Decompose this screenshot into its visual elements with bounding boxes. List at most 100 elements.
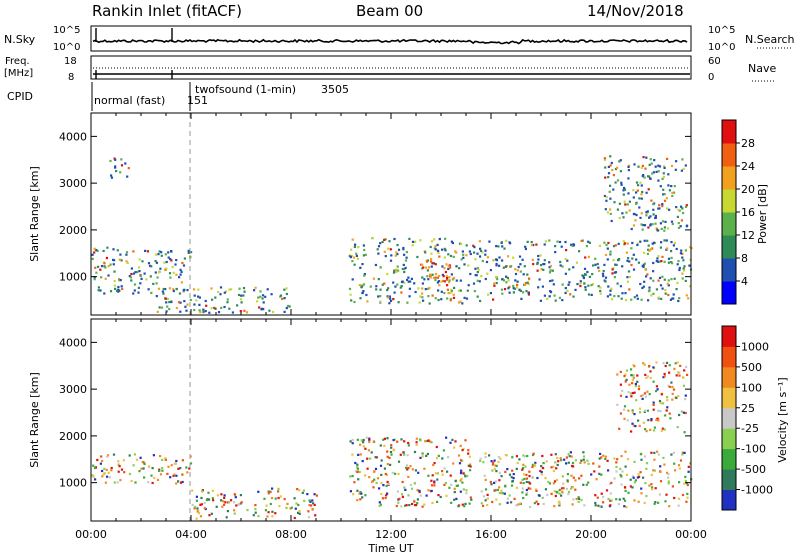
scatter-cell	[525, 473, 528, 476]
scatter-cell	[660, 297, 663, 300]
scatter-cell	[450, 273, 453, 276]
scatter-cell	[638, 424, 641, 427]
scatter-cell	[637, 419, 640, 422]
scatter-cell	[307, 510, 310, 513]
scatter-cell	[102, 473, 105, 476]
scatter-cell	[414, 469, 417, 472]
scatter-cell	[688, 264, 691, 267]
scatter-cell	[535, 488, 538, 491]
scatter-cell	[434, 245, 437, 248]
scatter-cell	[575, 261, 579, 264]
scatter-cell	[364, 474, 367, 477]
scatter-cell	[512, 291, 515, 294]
scatter-cell	[505, 239, 508, 242]
scatter-cell	[653, 469, 656, 472]
scatter-cell	[636, 374, 639, 377]
scatter-cell	[657, 207, 660, 210]
scatter-cell	[495, 264, 498, 267]
scatter-cell	[564, 272, 567, 275]
scatter-cell	[616, 166, 619, 169]
scatter-cell	[256, 300, 259, 303]
scatter-cell	[666, 157, 669, 160]
scatter-cell	[421, 276, 424, 279]
scatter-cell	[495, 470, 498, 473]
scatter-cell	[359, 266, 362, 269]
scatter-cell	[662, 175, 665, 178]
scatter-cell	[112, 453, 116, 456]
scatter-cell	[542, 268, 545, 271]
scatter-cell	[375, 481, 378, 485]
scatter-cell	[193, 288, 196, 291]
scatter-cell	[622, 216, 625, 219]
scatter-cell	[610, 161, 613, 165]
scatter-cell	[662, 193, 665, 196]
scatter-cell	[650, 473, 653, 476]
scatter-cell	[682, 267, 685, 270]
scatter-cell	[349, 475, 352, 478]
scatter-cell	[107, 471, 110, 475]
scatter-cell	[225, 516, 228, 519]
scatter-cell	[604, 457, 607, 461]
colorbar-swatch	[722, 448, 736, 470]
scatter-cell	[96, 458, 99, 462]
scatter-cell	[624, 380, 627, 383]
scatter-cell	[580, 499, 583, 502]
scatter-cell	[675, 374, 678, 377]
scatter-cell	[584, 288, 587, 291]
scatter-cell	[631, 411, 634, 414]
scatter-cell	[264, 509, 267, 512]
scatter-cell	[457, 505, 460, 508]
scatter-cell	[512, 477, 515, 480]
scatter-cell	[652, 208, 655, 211]
scatter-cell	[231, 311, 234, 314]
scatter-cell	[623, 486, 627, 489]
scatter-cell	[543, 243, 546, 246]
scatter-cell	[443, 256, 446, 259]
scatter-cell	[478, 240, 481, 243]
scatter-cell	[656, 450, 659, 453]
scatter-cell	[678, 268, 681, 272]
scatter-cell	[595, 478, 598, 481]
scatter-cell	[653, 451, 656, 454]
scatter-cell	[126, 261, 129, 264]
scatter-cell	[572, 295, 575, 298]
scatter-cell	[395, 268, 398, 271]
scatter-cell	[630, 247, 633, 250]
scatter-cell	[612, 259, 615, 262]
scatter-cell	[558, 500, 561, 503]
scatter-cell	[285, 506, 288, 509]
scatter-cell	[676, 426, 679, 429]
scatter-cell	[549, 264, 552, 268]
scatter-cell	[670, 220, 674, 223]
scatter-cell	[514, 272, 518, 276]
scatter-cell	[632, 376, 635, 379]
scatter-cell	[647, 244, 650, 247]
scatter-cell	[446, 284, 449, 287]
scatter-cell	[544, 477, 547, 480]
scatter-cell	[486, 272, 489, 275]
scatter-cell	[361, 496, 364, 499]
scatter-cell	[567, 493, 570, 496]
x-axis-label: Time UT	[367, 542, 413, 554]
nave-label: Nave	[748, 62, 776, 75]
scatter-cell	[446, 470, 449, 473]
scatter-cell	[125, 260, 128, 263]
scatter-cell	[464, 439, 467, 442]
scatter-cell	[430, 489, 433, 492]
scatter-cell	[386, 437, 389, 440]
scatter-cell	[549, 269, 552, 272]
scatter-cell	[373, 470, 376, 473]
scatter-cell	[619, 159, 622, 162]
scatter-cell	[627, 192, 630, 195]
nsearch-tick-top: 10^5	[708, 25, 735, 36]
scatter-cell	[528, 470, 531, 473]
scatter-cell	[647, 419, 650, 422]
scatter-cell	[644, 268, 647, 271]
scatter-cell	[110, 466, 113, 470]
scatter-cell	[427, 278, 430, 281]
scatter-cell	[631, 409, 634, 412]
scatter-cell	[519, 270, 522, 273]
scatter-cell	[500, 492, 503, 495]
scatter-cell	[507, 255, 510, 258]
scatter-cell	[362, 290, 365, 293]
